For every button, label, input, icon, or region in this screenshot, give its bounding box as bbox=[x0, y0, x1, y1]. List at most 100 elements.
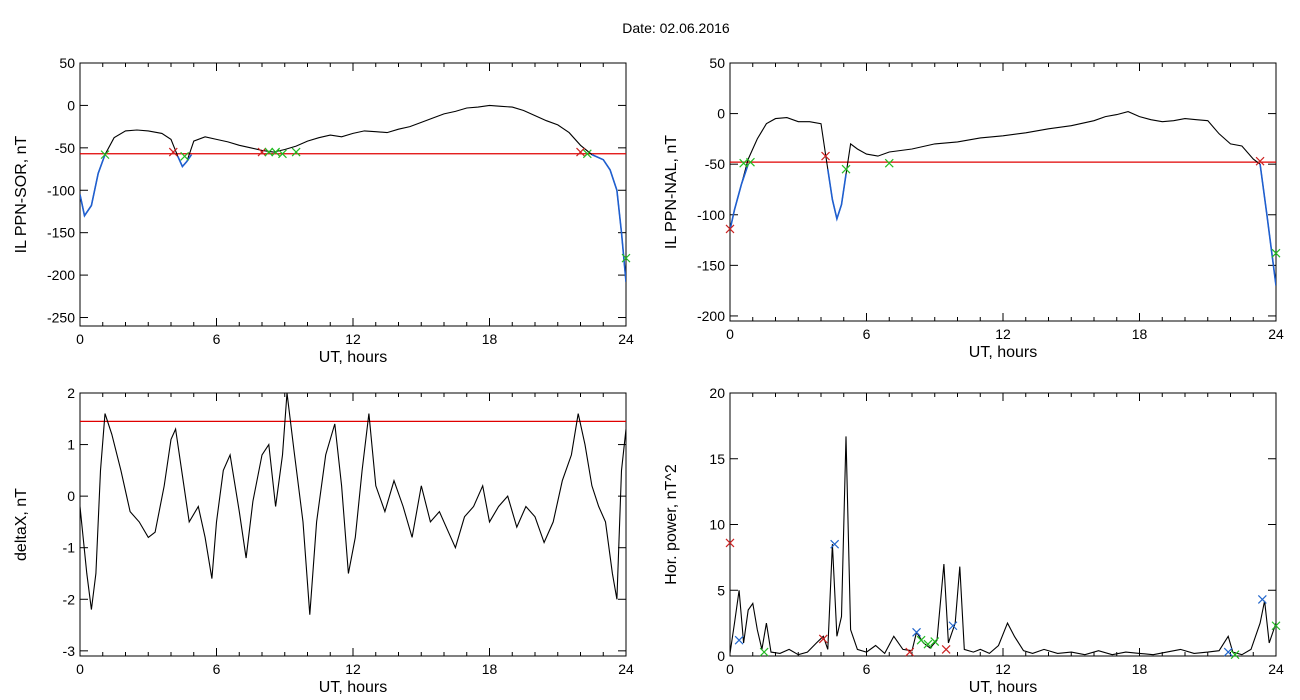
plot-frame bbox=[79, 392, 627, 657]
x-marker bbox=[941, 645, 951, 654]
y-tick-label: -200 bbox=[697, 308, 725, 324]
y-tick-label: 50 bbox=[59, 55, 75, 71]
x-tick-label: 6 bbox=[863, 661, 871, 677]
x-marker bbox=[759, 647, 769, 657]
y-tick-label: 5 bbox=[717, 582, 725, 598]
x-marker bbox=[257, 147, 267, 157]
x-tick-label: 0 bbox=[726, 326, 734, 342]
panel-ppn-nal: 0 6 12 18 24 50 0 -50 -100 -150 -200 UT, hours IL PP… bbox=[663, 55, 1284, 361]
x-tick-label: 6 bbox=[863, 326, 871, 342]
x-marker bbox=[916, 635, 926, 645]
x-tick-label: 24 bbox=[618, 331, 634, 347]
x-marker bbox=[821, 151, 830, 161]
y-tick-label: -150 bbox=[47, 225, 75, 241]
y-tick-label: -1 bbox=[63, 540, 76, 556]
highlight-segment bbox=[730, 163, 749, 231]
y-tick-label: 10 bbox=[709, 517, 725, 533]
y-tick-label: 1 bbox=[67, 437, 75, 453]
highlight-segment bbox=[177, 154, 193, 168]
x-marker bbox=[1230, 650, 1240, 660]
x-tick-label: 0 bbox=[76, 661, 84, 677]
y-tick-label: -150 bbox=[697, 257, 725, 273]
x-axis-title: UT, hours bbox=[319, 349, 387, 366]
x-marker bbox=[1255, 156, 1265, 166]
y-tick-label: 0 bbox=[717, 106, 725, 122]
x-marker bbox=[271, 147, 281, 157]
x-tick-label: 12 bbox=[995, 661, 1011, 677]
x-marker bbox=[725, 538, 735, 548]
x-marker bbox=[818, 634, 828, 644]
highlight-segment bbox=[827, 169, 847, 222]
x-marker bbox=[576, 147, 585, 157]
x-marker bbox=[905, 647, 915, 657]
y-tick-label: -2 bbox=[63, 591, 76, 607]
series-line bbox=[80, 393, 626, 615]
x-tick-label: 24 bbox=[618, 661, 634, 677]
series-line bbox=[80, 104, 626, 282]
x-marker bbox=[725, 224, 735, 234]
x-tick-label: 24 bbox=[1268, 326, 1284, 342]
y-axis-title: deltaX, nT bbox=[13, 488, 30, 561]
x-tick-label: 24 bbox=[1268, 661, 1284, 677]
x-tick-label: 18 bbox=[1132, 661, 1148, 677]
y-tick-label: 20 bbox=[709, 385, 725, 401]
x-marker bbox=[180, 151, 190, 161]
x-axis-title: UT, hours bbox=[969, 679, 1037, 696]
y-tick-label: -3 bbox=[63, 643, 76, 659]
x-marker bbox=[582, 149, 592, 159]
x-marker bbox=[1223, 647, 1233, 657]
x-marker bbox=[278, 149, 287, 159]
y-axis-title: Hor. power, nT^2 bbox=[663, 464, 680, 585]
y-tick-label: 0 bbox=[67, 488, 75, 504]
y-tick-label: 0 bbox=[717, 648, 725, 664]
highlight-segment bbox=[591, 153, 626, 282]
series-line bbox=[730, 436, 1276, 656]
x-tick-label: 18 bbox=[482, 661, 498, 677]
panel-ppn-sor: 0 6 12 18 24 50 0 -50 -100 -150 -200 -250 UT, hours I… bbox=[13, 55, 634, 366]
y-tick-label: 15 bbox=[709, 451, 725, 467]
x-marker bbox=[264, 147, 274, 157]
x-tick-label: 12 bbox=[345, 661, 361, 677]
y-tick-label: -50 bbox=[55, 140, 75, 156]
x-tick-label: 0 bbox=[76, 331, 84, 347]
x-tick-label: 18 bbox=[482, 331, 498, 347]
x-tick-label: 18 bbox=[1132, 326, 1148, 342]
x-tick-label: 12 bbox=[345, 331, 361, 347]
plot-frame bbox=[79, 62, 627, 327]
x-marker bbox=[830, 539, 840, 549]
y-tick-label: -50 bbox=[705, 156, 725, 172]
y-tick-label: -100 bbox=[697, 207, 725, 223]
x-marker bbox=[168, 147, 178, 157]
x-marker bbox=[734, 635, 744, 645]
figure-title: Date: 02.06.2016 bbox=[622, 20, 730, 36]
panel-hor-power: 0 6 12 18 24 20 15 10 5 0 UT, hours Hor. power, nT^… bbox=[663, 385, 1284, 696]
x-marker bbox=[948, 621, 958, 631]
x-tick-label: 6 bbox=[213, 331, 221, 347]
y-axis-title: IL PPN-NAL, nT bbox=[663, 135, 680, 249]
y-tick-label: 2 bbox=[67, 385, 75, 401]
highlight-segment bbox=[1259, 164, 1276, 286]
plot-frame bbox=[729, 62, 1277, 322]
x-marker bbox=[912, 627, 921, 637]
x-marker bbox=[746, 157, 755, 167]
y-tick-label: 0 bbox=[67, 97, 75, 113]
x-marker bbox=[100, 150, 110, 160]
x-marker bbox=[930, 637, 940, 646]
x-axis-title: UT, hours bbox=[969, 344, 1037, 361]
y-tick-label: -250 bbox=[47, 310, 75, 326]
highlight-segment bbox=[80, 154, 106, 218]
x-marker bbox=[291, 147, 301, 157]
x-tick-label: 12 bbox=[995, 326, 1011, 342]
y-tick-label: -200 bbox=[47, 267, 75, 283]
x-axis-title: UT, hours bbox=[319, 679, 387, 696]
panel-deltax: 0 6 12 18 24 2 1 0 -1 -2 -3 UT, hours deltaX, nT bbox=[13, 385, 634, 696]
x-marker bbox=[841, 164, 851, 174]
y-axis-title: IL PPN-SOR, nT bbox=[13, 135, 30, 253]
y-tick-label: 50 bbox=[709, 55, 725, 71]
y-tick-label: -100 bbox=[47, 182, 75, 198]
x-marker bbox=[923, 639, 933, 649]
series-line bbox=[730, 111, 1276, 286]
x-marker bbox=[621, 253, 631, 263]
x-tick-label: 0 bbox=[726, 661, 734, 677]
